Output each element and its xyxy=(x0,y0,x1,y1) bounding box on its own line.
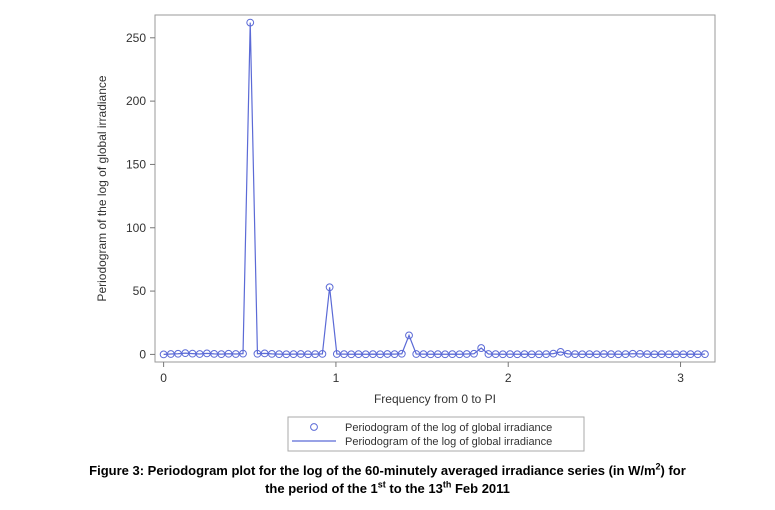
plot-border xyxy=(154,14,716,363)
caption-line2-a: the period of the 1 xyxy=(265,481,378,496)
data-point xyxy=(405,331,413,340)
data-point xyxy=(477,344,486,352)
y-tick-label: 50 xyxy=(133,284,147,298)
caption-line-1: Figure 3: Periodogram plot for the log o… xyxy=(20,462,755,480)
caption-line2-sup1: st xyxy=(377,479,386,490)
x-axis: 0 1 2 3 xyxy=(160,362,684,385)
legend-marker-circle xyxy=(310,423,318,431)
caption-line2-c: Feb 2011 xyxy=(451,481,510,496)
x-tick-label: 3 xyxy=(677,371,684,385)
data-point xyxy=(239,349,247,358)
y-tick-label: 0 xyxy=(139,347,146,361)
caption-line1-post: ) for xyxy=(660,463,686,478)
x-axis-title: Frequency from 0 to PI xyxy=(374,392,496,406)
caption-line-2: the period of the 1st to the 13th Feb 20… xyxy=(20,480,755,498)
plot-frame xyxy=(154,14,716,363)
caption-line2-sup2: th xyxy=(442,479,452,490)
data-point xyxy=(246,18,255,27)
data-point xyxy=(701,350,709,359)
caption-line2-b: to the 13 xyxy=(385,481,443,496)
periodogram-chart: 0 1 2 3 0 50 100 150 200 250 Frequency from 0 to… xyxy=(95,14,716,452)
data-point xyxy=(556,347,565,356)
legend: Periodogram of the log of global irradia… xyxy=(287,416,585,452)
y-tick-label: 200 xyxy=(126,94,146,108)
series-layer xyxy=(159,18,709,359)
x-tick-label: 1 xyxy=(333,371,340,385)
data-point xyxy=(470,349,478,358)
data-point xyxy=(325,283,334,292)
y-axis-title: Periodogram of the log of global irradia… xyxy=(95,75,109,301)
legend-box xyxy=(287,416,585,452)
legend-label: Periodogram of the log of global irradia… xyxy=(345,436,552,448)
y-axis: 0 50 100 150 200 250 xyxy=(126,31,155,361)
y-tick-label: 150 xyxy=(126,157,146,171)
data-point xyxy=(549,349,558,358)
legend-label: Periodogram of the log of global irradia… xyxy=(345,422,552,434)
y-tick-label: 100 xyxy=(126,221,146,235)
data-point xyxy=(318,349,327,358)
figure-caption: Figure 3: Periodogram plot for the log o… xyxy=(20,462,755,498)
series-line xyxy=(163,22,705,355)
caption-line1-pre: Figure 3: Periodogram plot for the log o… xyxy=(89,463,656,478)
data-point xyxy=(397,349,406,358)
x-tick-label: 2 xyxy=(505,371,512,385)
x-tick-label: 0 xyxy=(160,371,167,385)
y-tick-label: 250 xyxy=(126,31,146,45)
caption-line1-sup: 2 xyxy=(655,461,661,472)
